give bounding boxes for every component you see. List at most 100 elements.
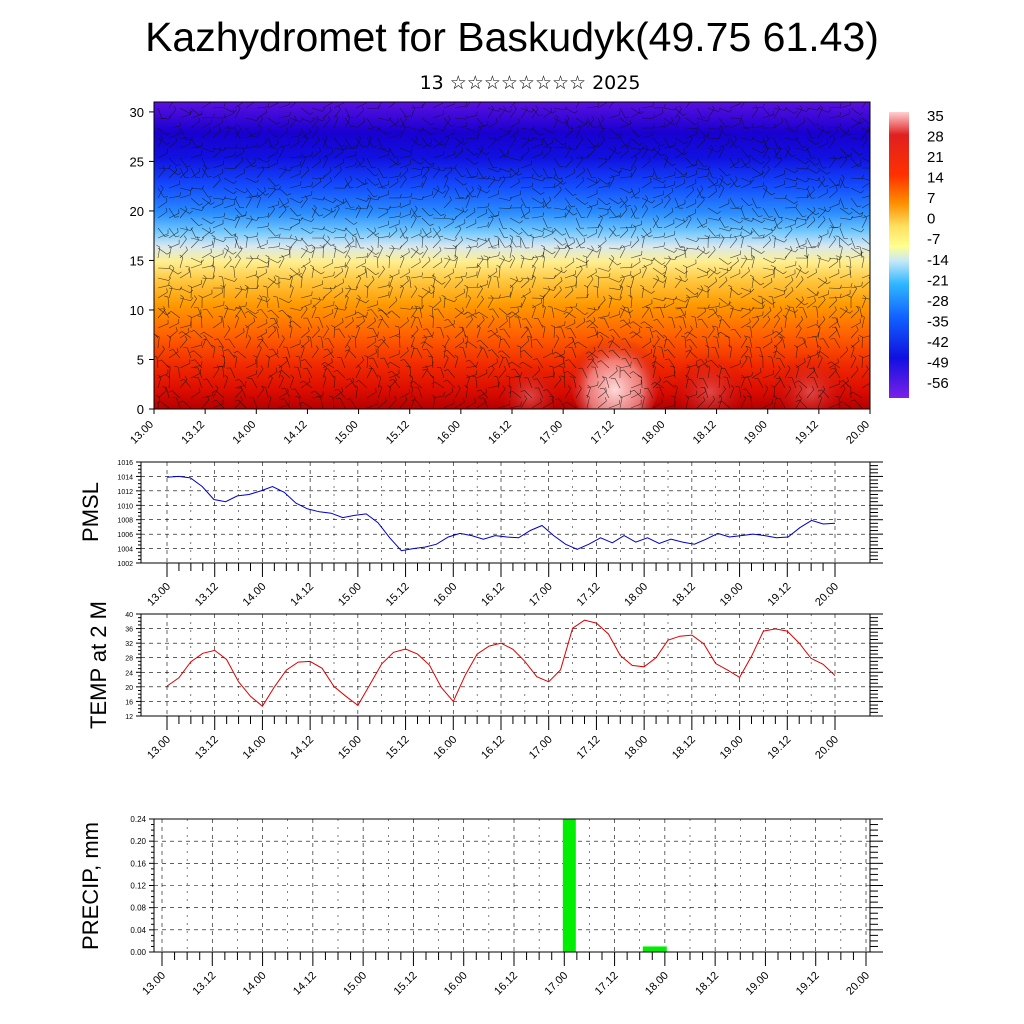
wind-barb bbox=[300, 117, 312, 123]
wind-barb bbox=[520, 197, 527, 208]
wind-barb-feather bbox=[657, 346, 662, 348]
wind-barb-feather bbox=[348, 285, 351, 289]
wind-barb-feather bbox=[683, 218, 685, 223]
wind-barb bbox=[655, 361, 665, 369]
wind-barb bbox=[454, 341, 465, 349]
wind-barb-feather bbox=[706, 364, 710, 368]
wind-barb-feather bbox=[471, 186, 474, 191]
wind-barb-feather bbox=[822, 315, 826, 320]
wind-barb bbox=[383, 357, 390, 369]
wind-barb bbox=[850, 237, 856, 249]
wind-barb-feather bbox=[444, 174, 449, 178]
wind-barb-feather bbox=[510, 368, 515, 371]
wind-barb-feather bbox=[487, 349, 492, 352]
wind-barb bbox=[265, 387, 269, 399]
wind-barb bbox=[542, 233, 554, 239]
wind-barb bbox=[575, 180, 585, 189]
wind-barb-feather bbox=[342, 278, 344, 283]
wind-barb-feather bbox=[602, 375, 605, 380]
wind-barb bbox=[168, 140, 178, 149]
wind-barb bbox=[806, 127, 812, 139]
wind-barb-feather bbox=[476, 339, 481, 343]
wind-barb bbox=[630, 111, 641, 119]
wind-barb-feather bbox=[261, 386, 266, 388]
wind-barb bbox=[377, 236, 379, 249]
wind-barb-feather bbox=[819, 354, 823, 359]
wind-barb-feather bbox=[482, 316, 485, 320]
wind-barb bbox=[256, 266, 268, 269]
wind-barb-feather bbox=[542, 202, 545, 207]
wind-barb bbox=[465, 387, 468, 399]
wind-barb-feather bbox=[345, 294, 349, 298]
wind-barb bbox=[674, 217, 686, 222]
wind-barb bbox=[619, 123, 631, 129]
wind-barb-feather bbox=[480, 145, 484, 149]
wind-barb bbox=[212, 197, 224, 200]
wind-barb bbox=[366, 187, 374, 197]
wind-barb-feather bbox=[297, 214, 302, 217]
wind-barb bbox=[446, 350, 456, 359]
wind-barb bbox=[339, 397, 346, 409]
wind-barb-feather bbox=[505, 155, 510, 158]
wind-barb bbox=[223, 247, 234, 255]
wind-barb bbox=[575, 127, 581, 139]
wind-barb-feather bbox=[541, 304, 546, 308]
wind-barb-feather bbox=[373, 255, 378, 258]
wind-barb bbox=[465, 275, 477, 279]
wind-barb bbox=[206, 308, 214, 319]
wind-barb-feather bbox=[608, 340, 612, 343]
wind-barb bbox=[271, 309, 280, 319]
wind-barb bbox=[157, 348, 165, 359]
wind-barb bbox=[751, 174, 763, 179]
wind-barb bbox=[649, 307, 654, 319]
wind-barb-feather bbox=[363, 117, 366, 122]
wind-barb bbox=[448, 319, 456, 329]
wind-barb bbox=[707, 399, 716, 409]
wind-barb bbox=[168, 195, 180, 199]
wind-barb bbox=[487, 244, 499, 249]
wind-barb bbox=[157, 211, 168, 219]
pmsl-y-label: PMSL bbox=[78, 482, 103, 542]
wind-barb-feather bbox=[446, 335, 450, 339]
wind-barb bbox=[238, 399, 247, 409]
wind-barb bbox=[685, 102, 691, 109]
wind-barb-feather bbox=[477, 324, 481, 328]
wind-barb bbox=[850, 177, 862, 179]
wind-barb-feather bbox=[383, 336, 386, 340]
wind-barb bbox=[349, 398, 357, 409]
wind-barb bbox=[817, 127, 828, 134]
wind-barb-feather bbox=[183, 235, 187, 240]
wind-barb bbox=[608, 102, 614, 109]
wind-barb bbox=[426, 369, 434, 379]
wind-barb bbox=[806, 335, 818, 339]
wind-barb bbox=[828, 227, 834, 239]
wind-barb-feather bbox=[597, 306, 601, 311]
wind-barb bbox=[228, 338, 236, 349]
wind-barb-feather bbox=[265, 138, 267, 143]
wind-barb bbox=[702, 378, 709, 389]
wind-barb-feather bbox=[330, 243, 335, 246]
wind-barb bbox=[297, 367, 302, 379]
wind-barb-feather bbox=[421, 305, 424, 309]
wind-barb-feather bbox=[241, 156, 244, 161]
wind-barb bbox=[630, 277, 635, 289]
wind-barb bbox=[619, 266, 631, 269]
wind-barb-feather bbox=[509, 197, 513, 201]
wind-barb-feather bbox=[338, 105, 341, 110]
wind-barb-feather bbox=[354, 311, 358, 315]
wind-barb bbox=[454, 150, 464, 159]
wind-barb bbox=[740, 237, 744, 249]
wind-barb bbox=[289, 287, 294, 299]
wind-barb-feather bbox=[203, 164, 207, 169]
wind-barb bbox=[498, 295, 510, 299]
wind-barb bbox=[234, 249, 243, 259]
wind-barb bbox=[355, 207, 362, 219]
wind-barb-feather bbox=[531, 173, 534, 178]
y-tick-label: 1010 bbox=[117, 503, 133, 510]
wind-barb-feather bbox=[184, 205, 188, 210]
wind-barb-feather bbox=[487, 202, 490, 207]
wind-barb bbox=[553, 107, 565, 111]
wind-barb bbox=[531, 401, 542, 409]
wind-barb bbox=[776, 330, 786, 339]
wind-barb-feather bbox=[487, 330, 492, 333]
